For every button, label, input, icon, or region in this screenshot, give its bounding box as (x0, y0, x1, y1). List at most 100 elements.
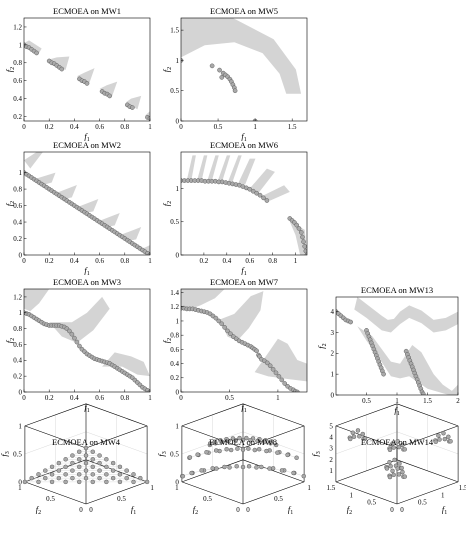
x-tick-label: 1 (307, 484, 311, 492)
y-tick-label: 0.5 (203, 495, 212, 503)
y-tick-label: 0.8 (13, 59, 22, 67)
feasible-region-4 (126, 95, 142, 110)
data-point-13 (222, 464, 227, 470)
data-point-43 (187, 455, 193, 460)
data-point-35 (399, 465, 404, 471)
data-point-30 (252, 447, 258, 453)
data-point-16 (225, 328, 230, 334)
data-point-23 (391, 445, 396, 450)
x-tick-label: 1 (148, 394, 152, 402)
data-point-37 (279, 377, 285, 383)
x-tick-label: 0 (22, 257, 26, 265)
axes-frame (180, 151, 308, 256)
data-point-41 (391, 472, 396, 478)
y-tick-label: 1 (19, 41, 23, 49)
y-axis-label: f2 (193, 504, 198, 516)
data-point-37 (90, 472, 96, 477)
y-tick-label: 0.6 (13, 202, 22, 210)
data-point-48 (104, 479, 109, 485)
x-tick-label: 0.4 (70, 257, 79, 265)
points (180, 435, 306, 479)
chart-title: ECMOEA on MW1 (53, 6, 121, 16)
feasible-region-0 (24, 40, 42, 53)
x-tick-label: 1.5 (288, 123, 297, 131)
y-tick-label: 0.6 (13, 77, 22, 85)
data-point-26 (275, 450, 280, 455)
data-point-29 (90, 464, 96, 470)
x-axis-label: f1 (241, 265, 246, 277)
y-axis-label: f2 (4, 338, 16, 343)
data-point-59 (224, 436, 229, 442)
chart-mw5: 0 0.5 1 1.5 0 0.5 1 1.5 ECMOEA on MW5 f1 f2 (161, 6, 308, 143)
x-tick-label: 0.8 (268, 257, 277, 265)
box-edge (335, 481, 398, 505)
y-tick-label: 0.4 (13, 218, 22, 226)
y-tick-label: 1.2 (170, 303, 179, 311)
y-tick-label: 0.8 (13, 325, 22, 333)
data-point-4 (279, 468, 285, 473)
data-point-40 (117, 464, 123, 470)
feasible-region-3 (99, 81, 118, 96)
y-tick-label: 0 (331, 391, 335, 399)
x-tick-label: 0.2 (45, 123, 54, 131)
data-point-29 (256, 446, 262, 452)
x-tick-label: 0.6 (95, 394, 104, 402)
data-point-65 (207, 441, 213, 446)
x-tick-label: 1.5 (459, 484, 466, 492)
feasible-region-7 (261, 185, 290, 201)
data-point-6 (442, 436, 448, 442)
data-point-52 (248, 437, 253, 443)
data-point-44 (402, 474, 407, 479)
data-point-1 (441, 431, 446, 436)
data-point-42 (104, 472, 109, 477)
feasible-region-5 (238, 158, 256, 185)
x-axis-label: f1 (394, 405, 399, 417)
feasible-region-1 (46, 56, 70, 70)
data-point-8 (448, 439, 453, 444)
x-tick-label: 1 (148, 257, 152, 265)
x-axis-label: f1 (442, 504, 447, 516)
points (347, 428, 453, 480)
x-tick-label: 0.5 (418, 499, 427, 507)
data-point-31 (298, 230, 304, 235)
x-tick-label: 1 (395, 397, 399, 405)
data-point-36 (97, 468, 102, 473)
y-tick-label: 1 (176, 185, 180, 193)
data-point-53 (131, 479, 136, 485)
y-tick-label: 0.2 (170, 374, 179, 382)
data-point-14 (219, 321, 225, 327)
chart-mw2: 0 0.2 0.4 0.6 0.8 1 0 0.2 0.4 0.6 0.8 1 ECMOEA on MW… (4, 140, 152, 277)
data-point-17 (362, 436, 368, 441)
data-point-45 (124, 468, 129, 473)
axes-frame (23, 17, 151, 122)
data-point-13 (348, 436, 353, 442)
data-point-9 (22, 479, 28, 485)
data-point-42 (396, 472, 402, 477)
data-point-31 (246, 446, 251, 451)
z-tick-label: 3 (329, 445, 333, 453)
chart-title: ECMOEA on MW2 (53, 140, 121, 150)
data-point-25 (264, 198, 270, 203)
data-point-34 (270, 366, 276, 372)
data-point-22 (294, 455, 299, 460)
data-point-33 (235, 446, 240, 451)
x-tick-label: 1 (148, 123, 152, 131)
z-tick-label: 4 (329, 434, 333, 442)
y-tick-label: 1 (175, 484, 179, 492)
data-point-23 (257, 192, 263, 198)
data-point-21 (74, 339, 80, 345)
data-point-30 (296, 226, 302, 231)
feasible-region-2 (102, 352, 150, 377)
feasible-region-0 (24, 152, 43, 169)
data-point-15 (56, 468, 62, 473)
chart-title: ECMOEA on MW3 (53, 277, 121, 287)
x-tick-label: 1 (276, 394, 280, 402)
x-tick-label: 0 (179, 394, 183, 402)
chart-mw6: 0.2 0.4 0.6 0.8 1 0 0.5 1 ECMOEA on MW6 f1 f2 (161, 140, 308, 277)
axes-frame (23, 151, 151, 256)
y-tick-label: 0.5 (46, 495, 55, 503)
data-point-28 (392, 457, 397, 463)
